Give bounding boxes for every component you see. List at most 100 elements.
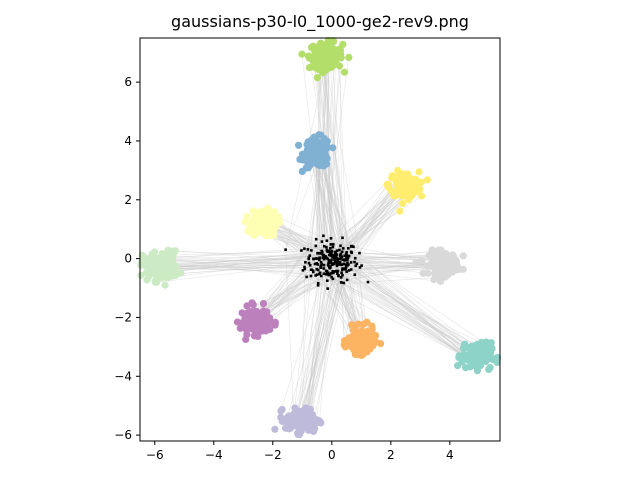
center-point xyxy=(330,237,333,240)
cluster-point xyxy=(322,59,329,66)
connection-lines xyxy=(141,44,492,428)
center-point xyxy=(335,270,338,273)
cluster-point xyxy=(349,339,356,346)
center-point xyxy=(350,251,353,254)
cluster-point xyxy=(262,310,269,317)
center-point xyxy=(329,266,332,269)
cluster-point xyxy=(329,144,336,151)
cluster-point xyxy=(492,355,499,362)
center-point xyxy=(310,275,313,278)
cluster-point xyxy=(345,54,352,61)
cluster-point xyxy=(309,144,316,151)
center-point xyxy=(328,261,331,264)
cluster-point xyxy=(263,221,270,228)
cluster-point xyxy=(290,410,297,417)
cluster-point xyxy=(314,74,321,81)
center-point xyxy=(348,269,351,272)
cluster-point xyxy=(305,53,312,60)
center-point xyxy=(320,250,323,253)
cluster-point xyxy=(259,208,266,215)
center-point xyxy=(315,238,318,241)
center-point xyxy=(322,235,325,238)
cluster-point xyxy=(413,259,420,266)
cluster-point xyxy=(143,276,150,283)
center-point xyxy=(320,261,323,264)
cluster-point xyxy=(137,272,144,279)
center-point xyxy=(317,263,320,266)
center-point xyxy=(341,237,344,240)
cluster-point xyxy=(357,347,364,354)
x-tick-label: −6 xyxy=(146,448,164,462)
center-point xyxy=(323,245,326,248)
center-point xyxy=(341,269,344,272)
center-point xyxy=(332,246,335,249)
center-point xyxy=(339,261,342,264)
center-point xyxy=(300,249,303,252)
cluster-point xyxy=(311,47,318,54)
center-point xyxy=(345,266,348,269)
center-point xyxy=(346,279,349,282)
cluster-point xyxy=(459,356,466,363)
y-tick-label: 2 xyxy=(124,193,132,207)
cluster-point xyxy=(460,266,467,273)
cluster-point xyxy=(151,278,158,285)
cluster-point xyxy=(292,419,299,426)
center-point xyxy=(304,268,307,271)
cluster-point xyxy=(164,263,171,270)
cluster-point xyxy=(355,321,362,328)
center-point xyxy=(308,262,311,265)
center-point xyxy=(326,279,329,282)
cluster-point xyxy=(471,355,478,362)
center-point xyxy=(328,274,331,277)
center-point xyxy=(318,273,321,276)
center-point xyxy=(347,247,350,250)
cluster-point xyxy=(140,259,147,266)
center-point xyxy=(303,247,306,250)
cluster-point xyxy=(341,69,348,76)
cluster-point xyxy=(316,162,323,169)
cluster-point xyxy=(243,213,250,220)
cluster-point xyxy=(303,421,310,428)
cluster-point xyxy=(464,344,471,351)
cluster-4 xyxy=(241,205,283,240)
cluster-point xyxy=(394,175,401,182)
cluster-point xyxy=(159,250,166,257)
cluster-point xyxy=(248,309,255,316)
center-point xyxy=(358,252,361,255)
cluster-point xyxy=(303,412,310,419)
cluster-point xyxy=(357,339,364,346)
center-point xyxy=(345,264,348,267)
x-tick-label: −2 xyxy=(264,448,282,462)
cluster-point xyxy=(147,260,154,267)
cluster-point xyxy=(342,343,349,350)
cluster-point xyxy=(397,187,404,194)
center-point xyxy=(284,248,287,251)
connection-line xyxy=(346,196,395,254)
center-point xyxy=(317,252,320,255)
cluster-point xyxy=(317,132,324,139)
cluster-point xyxy=(260,230,267,237)
y-tick-label: 6 xyxy=(124,75,132,89)
cluster-point xyxy=(271,426,278,433)
center-point xyxy=(326,239,329,242)
cluster-point xyxy=(427,254,434,261)
center-point xyxy=(360,264,363,267)
center-point xyxy=(340,281,343,284)
x-tick-label: 0 xyxy=(328,448,336,462)
cluster-point xyxy=(260,300,267,307)
cluster-point xyxy=(252,229,259,236)
cluster-point xyxy=(412,184,419,191)
center-point xyxy=(305,276,308,279)
cluster-point xyxy=(279,406,286,413)
cluster-point xyxy=(162,282,169,289)
center-point xyxy=(307,248,310,251)
cluster-point xyxy=(444,268,451,275)
center-point xyxy=(315,268,318,271)
cluster-point xyxy=(399,200,406,207)
cluster-point xyxy=(449,260,456,267)
center-point xyxy=(310,249,313,252)
center-point xyxy=(329,247,332,250)
